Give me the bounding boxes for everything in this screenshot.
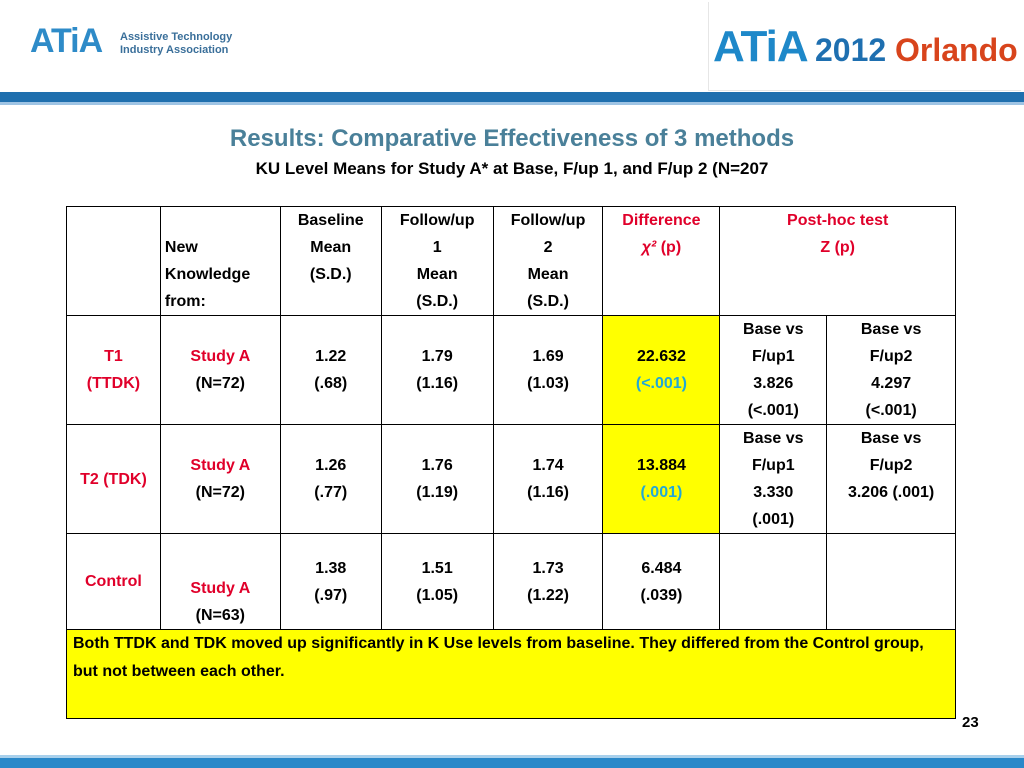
- atia-2012-logo-mark: ATiA: [713, 22, 809, 71]
- footer-bar: [0, 758, 1024, 768]
- atia-2012-logo-year: 2012: [815, 32, 887, 68]
- baseline-cell: 1.38 (.97): [279, 533, 382, 630]
- follow-up-1-cell: 1.79 (1.16): [380, 315, 494, 425]
- header-post-hoc-test: Post-hoc test Z (p): [719, 206, 956, 316]
- baseline-cell: 1.26 (.77): [279, 424, 382, 534]
- slide-header: ATiA Assistive Technology Industry Assoc…: [0, 0, 1024, 92]
- header-new-knowledge: New Knowledge from:: [159, 206, 281, 316]
- header-follow-up-2: Follow/up 2 Mean (S.D.): [492, 206, 604, 316]
- header-follow-up-1: Follow/up 1 Mean (S.D.): [380, 206, 494, 316]
- atia-2012-logo-city: Orlando: [895, 32, 1018, 68]
- atia-2012-orlando-logo: ATiA 2012 Orlando: [708, 2, 1021, 91]
- difference-cell: 13.884 (.001): [602, 424, 721, 534]
- table-row: T1 (TTDK) Study A (N=72) 1.22 (.68) 1.79…: [66, 315, 956, 425]
- group-cell: T1 (TTDK): [66, 315, 161, 425]
- group-cell: T2 (TDK): [66, 424, 161, 534]
- source-cell: Study A (N=63): [159, 533, 281, 630]
- follow-up-1-cell: 1.51 (1.05): [380, 533, 494, 630]
- atia-logo-mark: ATiA: [30, 22, 103, 60]
- post-hoc-fup2-cell: Base vs F/up2 3.206 (.001): [826, 424, 956, 534]
- baseline-cell: 1.22 (.68): [279, 315, 382, 425]
- atia-logo-line1: Assistive Technology: [120, 31, 233, 43]
- source-cell: Study A (N=72): [159, 315, 281, 425]
- follow-up-2-cell: 1.69 (1.03): [492, 315, 604, 425]
- follow-up-1-cell: 1.76 (1.19): [380, 424, 494, 534]
- header-divider-bar: [0, 92, 1024, 102]
- slide-title: Results: Comparative Effectiveness of 3 …: [229, 125, 795, 152]
- table-row: Control Study A (N=63) 1.38 (.97) 1.51 (…: [66, 533, 956, 630]
- post-hoc-fup1-cell: Base vs F/up1 3.330 (.001): [719, 424, 828, 534]
- results-table: New Knowledge from: Baseline Mean (S.D.)…: [66, 206, 956, 719]
- post-hoc-fup2-cell: [826, 533, 956, 630]
- difference-cell: 22.632 (<.001): [602, 315, 721, 425]
- table-header-row: New Knowledge from: Baseline Mean (S.D.)…: [66, 206, 956, 316]
- header-empty-cell: [66, 206, 161, 316]
- note-row: Both TTDK and TDK moved up significantly…: [66, 629, 956, 719]
- group-cell: Control: [66, 533, 161, 630]
- page-number: 23: [962, 714, 979, 731]
- atia-logo: ATiA Assistive Technology Industry Assoc…: [30, 22, 240, 72]
- post-hoc-fup2-cell: Base vs F/up2 4.297 (<.001): [826, 315, 956, 425]
- atia-logo-text: Assistive Technology Industry Associatio…: [120, 31, 232, 57]
- slide-subtitle: KU Level Means for Study A* at Base, F/u…: [255, 159, 769, 178]
- post-hoc-fup1-cell: [719, 533, 828, 630]
- follow-up-2-cell: 1.73 (1.22): [492, 533, 604, 630]
- footer-divider-line: [0, 755, 1024, 758]
- source-cell: Study A (N=72): [159, 424, 281, 534]
- difference-cell: 6.484 (.039): [602, 533, 721, 630]
- summary-note: Both TTDK and TDK moved up significantly…: [66, 629, 956, 719]
- header-baseline: Baseline Mean (S.D.): [279, 206, 382, 316]
- post-hoc-fup1-cell: Base vs F/up1 3.826 (<.001): [719, 315, 828, 425]
- table-row: T2 (TDK) Study A (N=72) 1.26 (.77) 1.76 …: [66, 424, 956, 534]
- atia-logo-line2: Industry Association: [120, 44, 229, 56]
- header-difference: Difference χ² (p): [602, 206, 721, 316]
- follow-up-2-cell: 1.74 (1.16): [492, 424, 604, 534]
- header-divider-line: [0, 102, 1024, 105]
